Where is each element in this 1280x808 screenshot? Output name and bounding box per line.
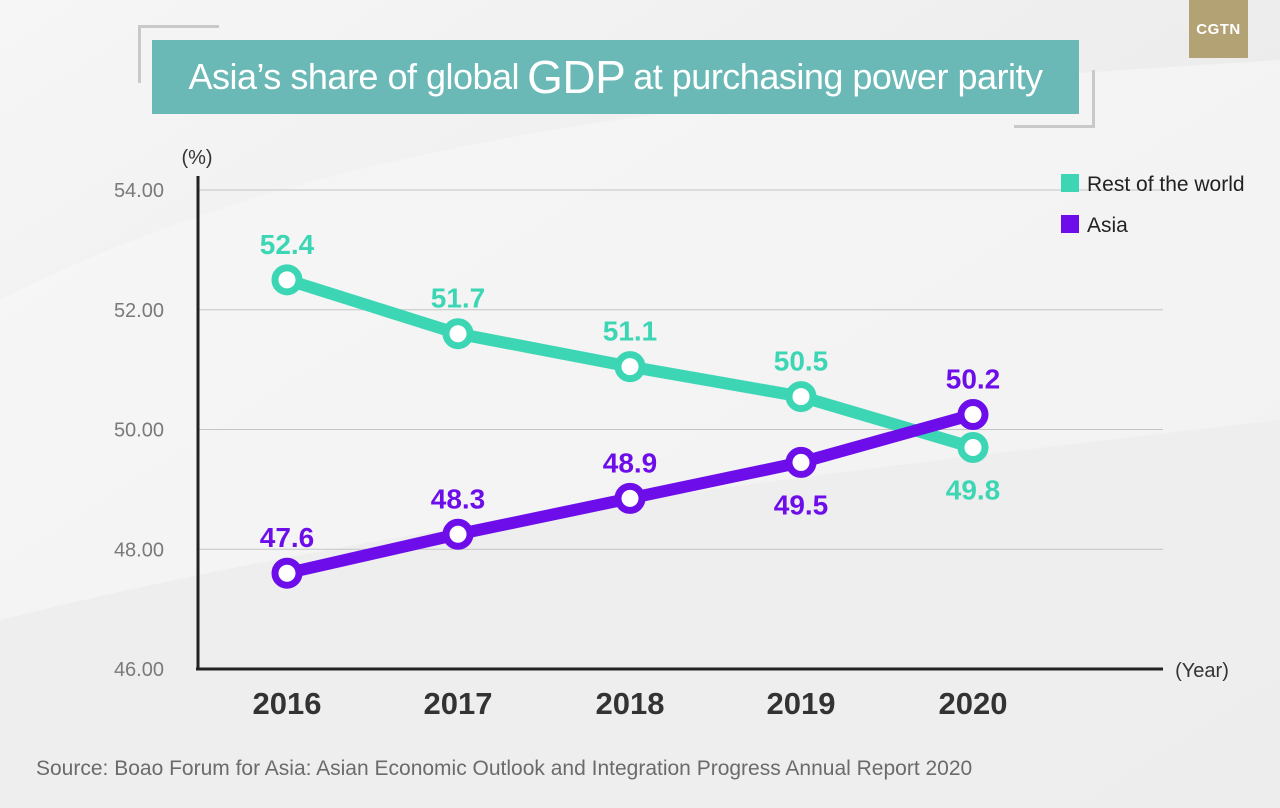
legend-swatch xyxy=(1061,215,1079,233)
legend-label: Rest of the world xyxy=(1087,173,1245,196)
data-point xyxy=(271,557,303,589)
legend-label: Asia xyxy=(1087,214,1128,237)
title-part-2: at purchasing power parity xyxy=(633,56,1043,97)
data-point xyxy=(442,318,474,350)
data-label: 49.8 xyxy=(946,474,1001,505)
data-label: 50.2 xyxy=(946,364,1001,395)
y-tick-label: 46.00 xyxy=(114,659,164,681)
data-label: 49.5 xyxy=(774,489,829,520)
title-gdp: GDP xyxy=(527,51,626,103)
data-label: 50.5 xyxy=(774,346,829,377)
data-point xyxy=(271,264,303,296)
data-label: 48.3 xyxy=(431,483,486,514)
title-corner-decoration xyxy=(138,25,219,83)
data-label: 48.9 xyxy=(603,447,658,478)
x-tick-label: 2020 xyxy=(939,686,1008,721)
data-point xyxy=(957,431,989,463)
data-point xyxy=(957,399,989,431)
cgtn-logo: CGTN xyxy=(1189,0,1248,58)
y-tick-label: 48.00 xyxy=(114,539,164,561)
legend-swatch xyxy=(1061,174,1079,192)
title-part-1: Asia’s share of global xyxy=(188,56,520,97)
data-point xyxy=(442,518,474,550)
data-label: 51.1 xyxy=(603,316,658,347)
y-tick-label: 54.00 xyxy=(114,180,164,202)
y-axis-unit: (%) xyxy=(181,147,212,169)
data-point xyxy=(614,351,646,383)
data-point xyxy=(614,482,646,514)
x-tick-label: 2019 xyxy=(767,686,836,721)
x-tick-label: 2016 xyxy=(253,686,322,721)
data-label: 52.4 xyxy=(260,229,315,260)
x-tick-label: 2018 xyxy=(596,686,665,721)
data-label: 51.7 xyxy=(431,283,486,314)
x-tick-label: 2017 xyxy=(424,686,493,721)
source-note: Source: Boao Forum for Asia: Asian Econo… xyxy=(36,757,973,780)
x-axis-unit: (Year) xyxy=(1175,660,1229,682)
data-point xyxy=(785,446,817,478)
chart-title: Asia’s share of global GDP at purchasing… xyxy=(152,40,1079,114)
y-tick-label: 52.00 xyxy=(114,300,164,322)
title-corner-decoration xyxy=(1014,70,1095,128)
data-label: 47.6 xyxy=(260,522,315,553)
data-point xyxy=(785,381,817,413)
y-tick-label: 50.00 xyxy=(114,420,164,442)
